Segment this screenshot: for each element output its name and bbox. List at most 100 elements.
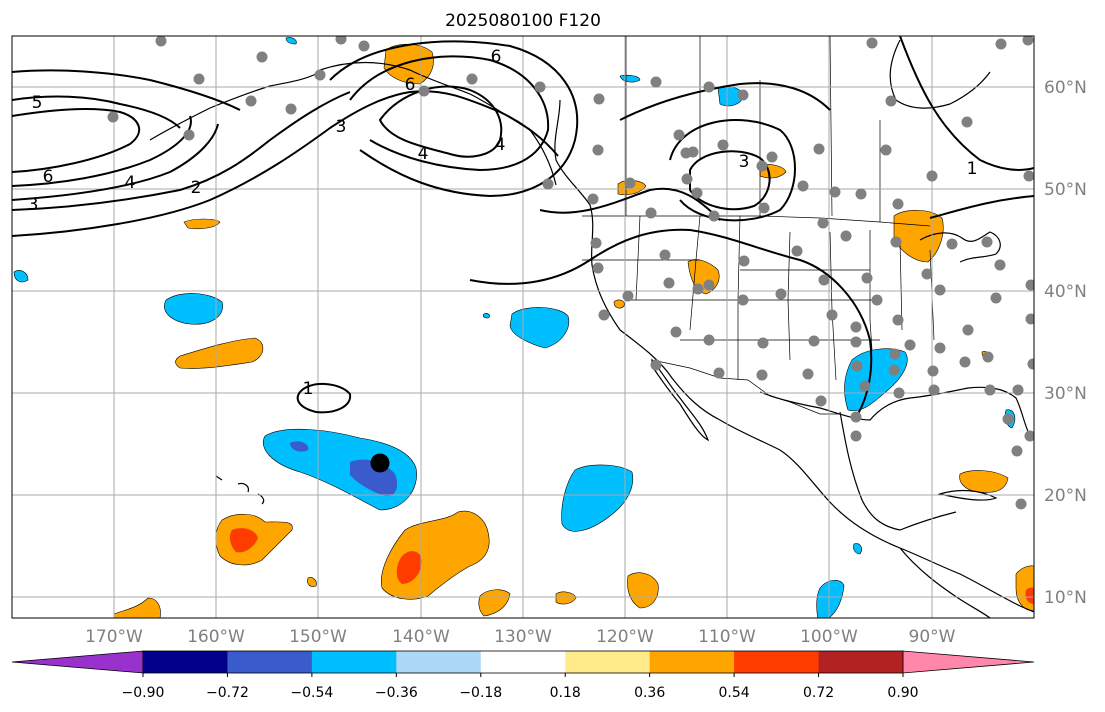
lon-label: 140°W [392,627,450,647]
contour-trough-outer [469,228,873,415]
orange-anomaly-l [113,597,161,618]
colorbar-tick-label: 0.36 [634,685,665,701]
cuba [937,489,998,501]
contour-gulf-alaska-1 [378,85,503,158]
colorbar-segment [565,651,651,673]
us-mexico-border [651,359,840,415]
canada-provinces [625,36,881,222]
contour-east-ridge-2 [929,195,1034,219]
contour-label: 1 [967,159,978,179]
blue-anomaly-b [509,307,570,349]
contour-trough-2 [539,187,721,221]
red-anomaly-c [396,551,422,584]
contour-label: 1 [303,379,314,399]
target-point-marker [370,453,390,473]
orange-anomaly-e [893,209,944,263]
orange-anomaly-o [555,591,577,605]
colorbar-tick-label: −0.36 [375,685,418,701]
contour-pacific-5 [12,95,181,129]
lat-label: 40°N [1044,282,1087,302]
lon-label: 120°W [596,627,654,647]
lon-label: 170°W [85,627,143,647]
colorbar-segment [227,651,313,673]
colorbar-segment [480,651,566,673]
contour-label: 4 [125,173,136,193]
lat-label: 30°N [1044,384,1087,404]
orange-anomaly-i [478,589,511,617]
blue-anomaly-pacific-s [816,579,845,618]
blue-anomaly-tiny1 [619,74,641,83]
colorbar-tick-label: −0.90 [122,685,165,701]
contour-north-canada [619,82,831,121]
colorbar-tick-label: −0.54 [290,685,333,701]
orange-anomaly-a [175,337,264,369]
contours [12,36,1034,415]
colorbar-tick-label: 0.18 [550,685,581,701]
contour-label: 4 [418,144,429,164]
lat-label: 20°N [1044,486,1087,506]
darkblue-anomaly-small [290,441,309,452]
blue-anomaly-a [164,293,223,325]
central-america [899,547,991,618]
lon-label: 150°W [289,627,347,647]
contour-gulf-alaska-2 [349,55,550,172]
hudson-bay [889,39,991,109]
contour-canada-low [689,150,771,211]
blue-anomaly-tiny3 [853,543,862,555]
contour-label: 3 [336,117,347,137]
contour-pacific-top [12,69,241,111]
contour-pacific-3 [12,123,219,201]
lon-label: 100°W [800,627,858,647]
contour-pacific-1 [296,383,352,414]
contour-label: 6 [43,167,54,187]
lon-label: 130°W [494,627,552,647]
lat-label: 10°N [1044,588,1087,608]
hawaii-islands [215,475,265,505]
lat-label: 50°N [1044,180,1087,200]
colorbar-segment [143,651,228,673]
contour-label: 4 [495,135,506,155]
lon-label: 110°W [698,627,756,647]
colorbar-tick-label: 0.54 [719,685,750,701]
colorbar-segment [396,651,482,673]
red-anomaly-b [229,528,258,553]
contour-label: 6 [491,47,502,67]
orange-anomaly-h [627,572,659,609]
lon-label: 90°W [909,627,956,647]
longitude-labels: 170°W 160°W 150°W 140°W 130°W 120°W 110°… [85,627,956,647]
contour-label: 2 [191,178,202,198]
stations [107,36,1034,510]
colorbar-tick-label: −0.18 [459,685,502,701]
colorbar-segment [649,651,735,673]
orange-anomaly-c [381,510,490,600]
contour-east-ridge [899,36,1034,171]
contour-gulf-alaska-3 [329,40,579,198]
colorbar-segment [734,651,820,673]
blue-anomaly-tiny6 [482,313,490,319]
contour-pacific-outer [12,90,559,237]
orange-anomaly-p [307,577,317,587]
colorbar-under-triangle [11,650,144,674]
great-lakes [919,231,1001,263]
blue-anomaly-tiny4 [285,37,297,45]
lat-label: 60°N [1044,78,1087,98]
contour-labels: 5 6 3 4 2 3 6 6 4 4 3 1 1 [28,47,978,399]
latitude-labels: 10°N 20°N 30°N 40°N 50°N 60°N [1044,78,1087,608]
contour-label: 6 [405,75,416,95]
chart-title: 2025080100 F120 [445,11,601,31]
gulf-coast [759,386,1031,437]
colorbar: −0.90 −0.72 −0.54 −0.36 −0.18 0.18 0.36 0.54 0.7… [11,650,1035,701]
colorbar-over-triangle [902,650,1035,674]
map-area: 5 6 3 4 2 3 6 6 4 4 3 1 1 [12,36,1034,618]
orange-anomaly-m [183,218,221,230]
colorbar-tick-label: 0.90 [887,685,918,701]
coastlines [149,39,1034,618]
north-america-west-coast [554,99,1034,613]
contour-pacific-4 [12,115,192,187]
baja-california [651,358,710,442]
lon-label: 160°W [187,627,245,647]
orange-anomaly-q [613,299,625,309]
colorbar-frame [142,650,904,674]
orange-anomaly-j [959,470,1009,493]
